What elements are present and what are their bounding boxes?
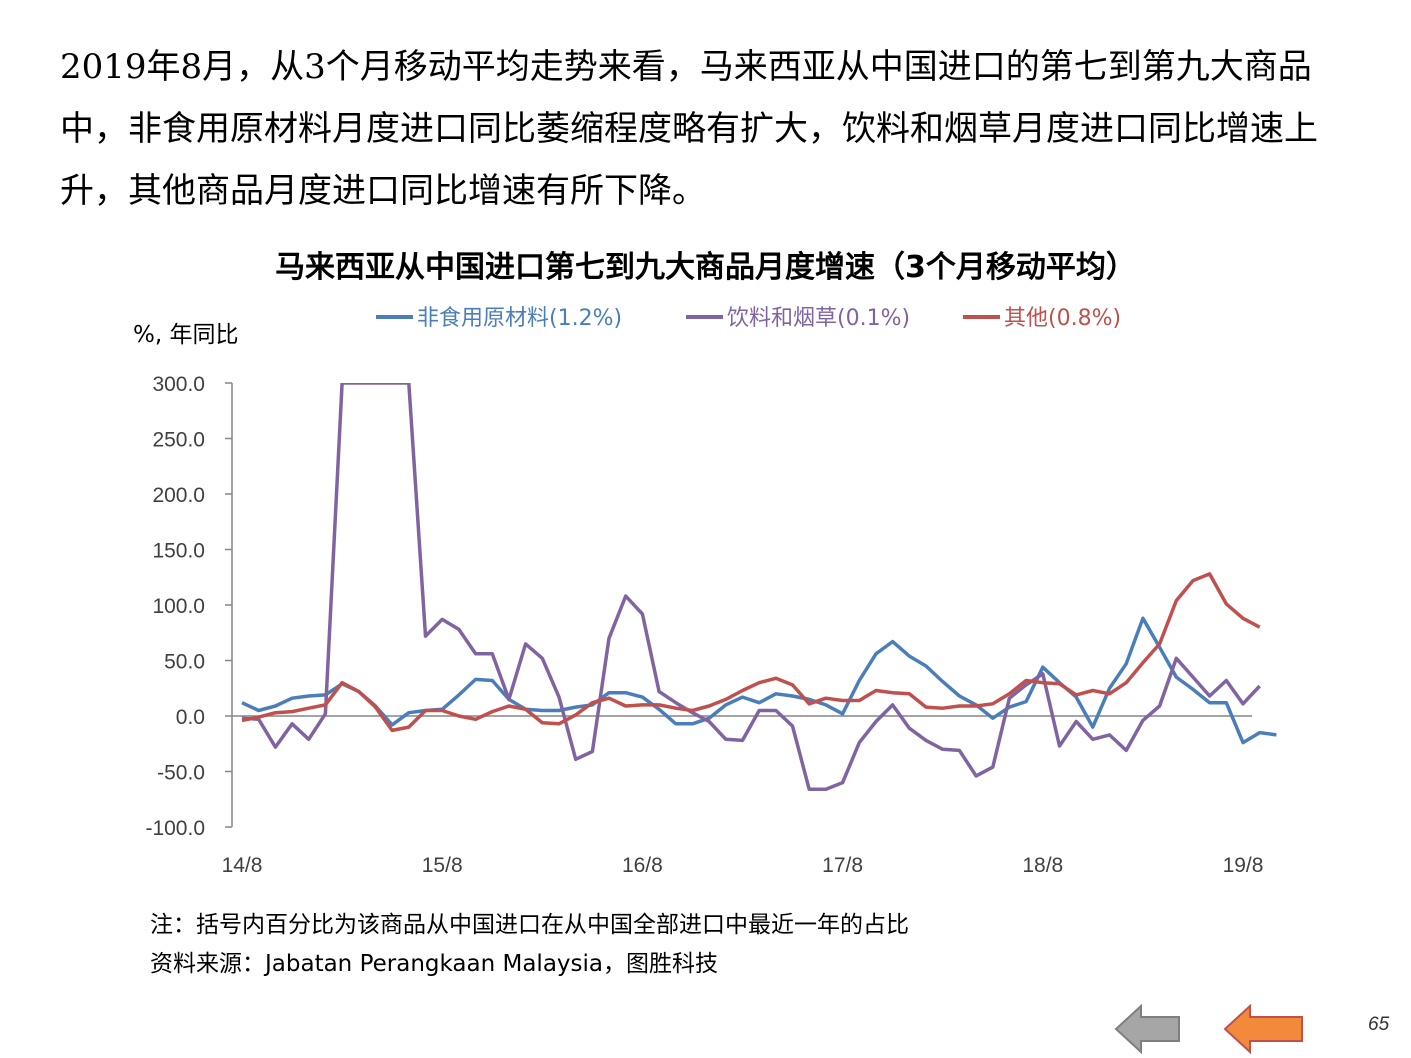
x-tick-label: 14/8 [222, 854, 263, 877]
legend-label: 饮料和烟草(0.1%) [727, 306, 910, 331]
prev-page-button[interactable] [1113, 1003, 1183, 1055]
y-tick-label: 200.0 [152, 484, 205, 507]
series-line-1 [241, 616, 1277, 745]
x-tick-label: 17/8 [822, 854, 863, 877]
chart-series [241, 383, 1277, 792]
y-tick-label: 0.0 [176, 706, 205, 729]
y-tick-label: -100.0 [145, 817, 205, 840]
left-arrow-icon [1114, 1003, 1180, 1055]
y-tick-label: 250.0 [152, 429, 205, 452]
y-tick-label: 300.0 [152, 373, 205, 396]
y-tick-labels: 300.0 250.0 200.0 150.0 100.0 50.0 0.0 -50.0 -10… [145, 373, 205, 840]
y-tick-label: 50.0 [164, 651, 205, 674]
legend-label: 其他(0.8%) [1004, 306, 1121, 331]
series-line-2 [241, 383, 1261, 792]
chart-legend: 非食用原材料(1.2%) 饮料和烟草(0.1%) 其他(0.8%) [376, 306, 1121, 331]
y-tick-label: 150.0 [152, 540, 205, 563]
legend-label: 非食用原材料(1.2%) [417, 306, 622, 331]
source-note: 资料来源：Jabatan Perangkaan Malaysia，图胜科技 [150, 951, 718, 977]
y-tick-label: -50.0 [157, 762, 205, 785]
page-number: 65 [1368, 1014, 1390, 1035]
y-axis-label: %, 年同比 [133, 322, 238, 348]
x-tick-label: 18/8 [1022, 854, 1063, 877]
chart-axes [225, 382, 1252, 828]
x-tick-label: 16/8 [622, 854, 663, 877]
series-line-3 [241, 572, 1261, 733]
footnote: 注：括号内百分比为该商品从中国进口在从中国全部进口中最近一年的占比 [150, 912, 909, 938]
x-tick-labels: 14/8 15/8 16/8 17/8 18/8 19/8 [222, 854, 1264, 877]
y-tick-label: 100.0 [152, 595, 205, 618]
intro-paragraph: 2019年8月，从3个月移动平均走势来看，马来西亚从中国进口的第七到第九大商品中… [60, 47, 1318, 211]
x-tick-label: 15/8 [422, 854, 463, 877]
x-tick-label: 19/8 [1223, 854, 1264, 877]
left-arrow-icon [1223, 1003, 1303, 1055]
chart-title: 马来西亚从中国进口第七到九大商品月度增速（3个月移动平均） [275, 250, 1136, 285]
next-page-button[interactable] [1222, 1003, 1306, 1055]
